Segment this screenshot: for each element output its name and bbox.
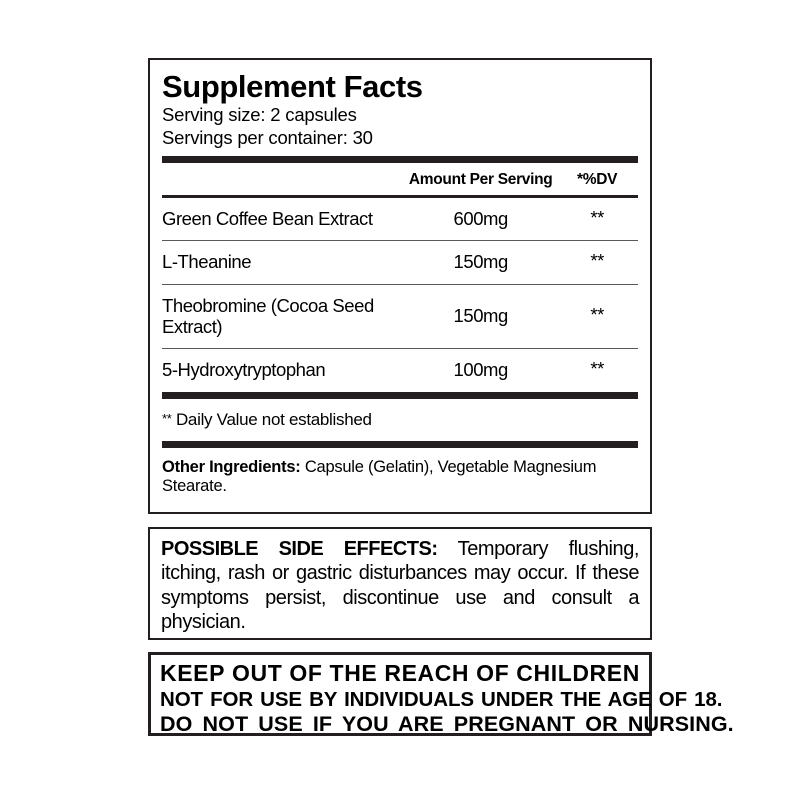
warning-word: OUT (232, 660, 283, 686)
warning-word: CHILDREN (516, 660, 640, 686)
rule-row (162, 347, 638, 350)
ingredient-daily-value: ** (590, 206, 604, 228)
table-header-row: Amount Per Serving *%DV (162, 163, 638, 195)
serving-size-line: Serving size: 2 capsules (162, 104, 357, 126)
table-row: Green Coffee Bean Extract 600mg ** (162, 198, 638, 240)
side-effects-text: POSSIBLE SIDE EFFECTS: Temporary flushin… (161, 537, 639, 635)
rule-below-ingredients (162, 391, 638, 399)
row-divider (162, 283, 638, 286)
row-divider (162, 347, 638, 350)
supplement-facts-panel: Supplement Facts Serving size: 2 capsule… (148, 58, 652, 514)
warning-word: THE (329, 660, 378, 686)
ingredient-daily-value: ** (590, 358, 604, 380)
other-ingredients-text: Capsule (Gelatin), Vegetable Magnesium S… (162, 457, 597, 496)
ingredient-amount: 150mg (453, 305, 509, 327)
warning-word: OF (476, 660, 510, 686)
rule-row (162, 283, 638, 286)
warning-line-1: KEEP OUT OF THE REACH OF CHILDREN (160, 660, 640, 688)
header-amount-per-serving: Amount Per Serving (408, 170, 553, 188)
warning-word: KEEP (160, 660, 226, 686)
panel-title: Supplement Facts (162, 69, 423, 104)
warning-panel: KEEP OUT OF THE REACH OF CHILDREN NOT FO… (148, 652, 734, 737)
possible-side-effects-panel: POSSIBLE SIDE EFFECTS: Temporary flushin… (148, 527, 652, 640)
ingredient-name: Green Coffee Bean Extract (162, 207, 373, 229)
rule-below-table-header (162, 194, 638, 198)
side-effects-body: Temporary flushing, itching, rash or gas… (161, 538, 640, 634)
side-effects-heading: POSSIBLE SIDE EFFECTS: (161, 538, 438, 560)
warning-line-2: NOT FOR USE BY INDIVIDUALS UNDER THE AGE… (160, 687, 723, 711)
ingredient-amount: 150mg (453, 251, 509, 273)
supplement-label: Supplement Facts Serving size: 2 capsule… (148, 58, 734, 737)
rule-row (162, 194, 638, 198)
rule-row (162, 239, 638, 242)
row-divider (162, 239, 638, 242)
ingredient-daily-value: ** (590, 250, 604, 272)
header-nutrient-name (162, 163, 405, 195)
nutrition-table: Amount Per Serving *%DV Green Coffee Bea… (162, 163, 638, 392)
warning-word: REACH (384, 660, 470, 686)
warning-word: OF (289, 660, 323, 686)
ingredient-name: 5-Hydroxytryptophan (162, 359, 326, 381)
table-row: L-Theanine 150mg ** (162, 241, 638, 283)
footnote-asterisks: ** (162, 410, 172, 426)
warning-line-3: DO NOT USE IF YOU ARE PREGNANT OR NURSIN… (160, 712, 734, 737)
ingredient-daily-value: ** (590, 304, 604, 326)
ingredient-amount: 600mg (453, 207, 509, 229)
other-ingredients-label: Other Ingredients: (162, 457, 301, 476)
rule-below-serving-info (162, 155, 638, 163)
ingredient-name: L-Theanine (162, 251, 252, 273)
other-ingredients: Other Ingredients: Capsule (Gelatin), Ve… (162, 448, 638, 497)
table-row: Theobromine (Cocoa Seed Extract) 150mg *… (162, 285, 638, 348)
rule-above-other-ingredients (162, 440, 638, 448)
table-row: 5-Hydroxytryptophan 100mg ** (162, 349, 638, 391)
ingredient-amount: 100mg (453, 359, 509, 381)
footnote-text: Daily Value not established (171, 409, 372, 429)
header-daily-value: *%DV (577, 170, 618, 188)
ingredient-name: Theobromine (Cocoa Seed Extract) (162, 295, 374, 337)
daily-value-footnote: ** Daily Value not established (162, 399, 638, 441)
servings-per-container-line: Servings per container: 30 (162, 127, 373, 149)
